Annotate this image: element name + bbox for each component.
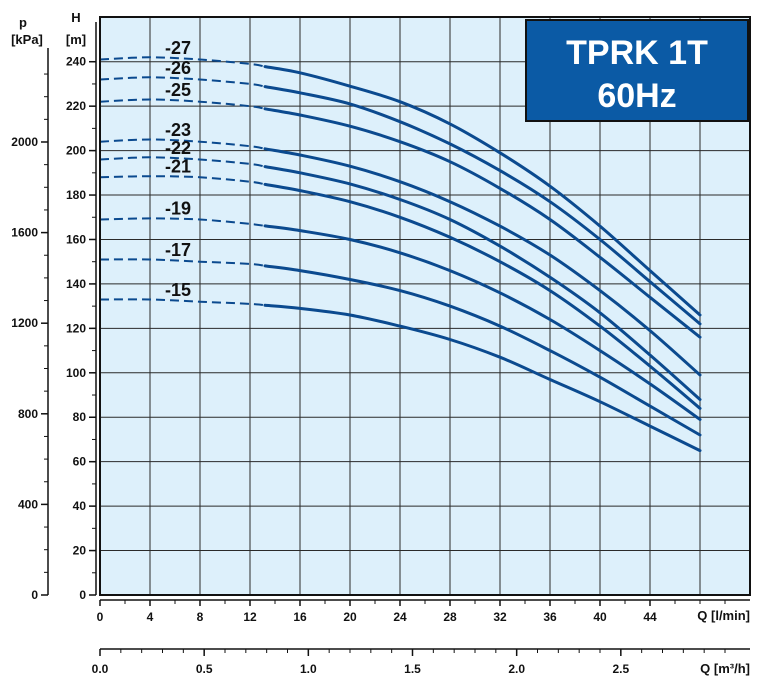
curve-dashed-n22 xyxy=(99,156,266,168)
x-tick-label: 4 xyxy=(147,610,154,624)
y-tick-label: 220 xyxy=(66,99,86,113)
curve-label: -15 xyxy=(165,280,191,300)
title-box: TPRK 1T 60Hz xyxy=(525,19,749,122)
title-line-1: TPRK 1T xyxy=(566,34,708,72)
x-tick-label: 40 xyxy=(593,610,607,624)
y2-tick-label: 1200 xyxy=(11,316,38,330)
y2-tick-label: 2000 xyxy=(11,135,38,149)
curve-solid-n25 xyxy=(263,107,702,339)
y-tick-label: 160 xyxy=(66,232,86,246)
y-tick-label: 20 xyxy=(73,544,87,558)
curve-solid-n23 xyxy=(263,147,702,377)
y-axis-title: H xyxy=(71,10,80,25)
y2-tick-label: 0 xyxy=(31,588,38,602)
x-axis: 0 4 8 12 16 20 24 28 32 36 40 44 xyxy=(97,599,750,624)
curve-solid-n27 xyxy=(263,65,702,317)
x-tick-label: 8 xyxy=(197,610,204,624)
y2-tick-label: 400 xyxy=(18,497,38,511)
y-tick-label: 80 xyxy=(73,410,87,424)
y-tick-label: 140 xyxy=(66,277,86,291)
curve-labels: -27-26-25 -23-22-21 -19 -17 -15 xyxy=(165,38,191,300)
x-tick-label: 28 xyxy=(443,610,457,624)
x2-axis-title: Q [m³/h] xyxy=(700,661,750,676)
y2-axis-unit: [kPa] xyxy=(11,32,43,47)
title-line-2: 60Hz xyxy=(597,77,676,115)
y-tick-label: 120 xyxy=(66,321,86,335)
y-tick-label: 240 xyxy=(66,55,86,69)
x-tick-label: 20 xyxy=(343,610,357,624)
curve-label: -19 xyxy=(165,199,191,219)
y2-axis-title: p xyxy=(19,15,27,30)
y-tick-label: 40 xyxy=(73,499,87,513)
x-tick-label: 32 xyxy=(493,610,507,624)
curve-label: -21 xyxy=(165,156,191,176)
plot-frame xyxy=(99,16,751,596)
curve-dashed-n19 xyxy=(99,217,266,227)
curve-solid-n19 xyxy=(263,224,702,421)
curve-dashed-n17 xyxy=(99,258,266,267)
y-axis: 0 20 40 60 80 100 120 140 160 180 200 220 240 xyxy=(66,22,97,602)
curve-dashed-n23 xyxy=(99,138,266,150)
curve-label: -27 xyxy=(165,38,191,58)
y-tick-label: 0 xyxy=(79,588,86,602)
y-tick-label: 200 xyxy=(66,144,86,158)
x2-axis: 0.0 0.5 1.0 1.5 2.0 2.5 xyxy=(92,648,750,676)
curve-dashed-n25 xyxy=(99,98,266,110)
x2-tick-label: 2.5 xyxy=(612,662,629,676)
curve-solid-n26 xyxy=(263,85,702,326)
x-tick-label: 24 xyxy=(393,610,407,624)
curve-solid-n17 xyxy=(263,264,702,437)
y2-tick-label: 1600 xyxy=(11,226,38,240)
curves xyxy=(99,56,702,453)
curve-dashed-n26 xyxy=(99,76,266,88)
curve-solid-n21 xyxy=(263,182,702,410)
curve-dashed-n15 xyxy=(99,298,266,307)
x-tick-label: 12 xyxy=(243,610,257,624)
y2-axis: 0 400 800 1200 1600 2000 xyxy=(11,48,49,602)
curve-label: -22 xyxy=(165,138,191,158)
curve-dashed-n27 xyxy=(99,56,266,68)
curve-label: -17 xyxy=(165,240,191,260)
curve-label: -23 xyxy=(165,120,191,140)
y-tick-label: 60 xyxy=(73,455,87,469)
x2-tick-label: 1.0 xyxy=(300,662,317,676)
x-tick-label: 44 xyxy=(643,610,657,624)
curve-solid-n22 xyxy=(263,165,702,401)
y-tick-label: 100 xyxy=(66,366,86,380)
x-axis-title: Q [l/min] xyxy=(697,608,750,623)
x2-tick-label: 2.0 xyxy=(508,662,525,676)
x-tick-label: 36 xyxy=(543,610,557,624)
y-tick-label: 180 xyxy=(66,188,86,202)
x-tick-label: 16 xyxy=(293,610,307,624)
x2-tick-label: 0.5 xyxy=(196,662,213,676)
curve-solid-n15 xyxy=(263,303,702,453)
y-axis-unit: [m] xyxy=(66,32,86,47)
x2-tick-label: 0.0 xyxy=(92,662,109,676)
curve-dashed-n21 xyxy=(99,175,266,186)
title-background xyxy=(525,19,749,122)
x2-tick-label: 1.5 xyxy=(404,662,421,676)
curve-label: -26 xyxy=(165,58,191,78)
y2-tick-label: 800 xyxy=(18,407,38,421)
curve-label: -25 xyxy=(165,80,191,100)
x-tick-label: 0 xyxy=(97,610,104,624)
